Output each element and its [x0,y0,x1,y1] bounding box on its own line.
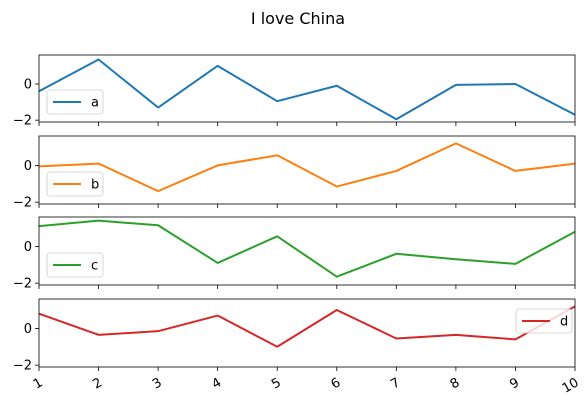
y-tick-label: −2 [13,277,32,292]
series-line-c [39,219,575,278]
x-tick-label: 10 [560,375,582,396]
legend-label-b: b [91,178,99,193]
legend-c: c [46,252,104,278]
y-tick-label: 0 [24,77,32,92]
series-line-d [39,305,575,348]
legend-b: b [46,171,104,197]
subplot-d: 0 −2 d [13,298,576,374]
y-tick-label: 0 [24,240,32,255]
axes-frame [38,135,576,205]
legend-a: a [46,89,104,115]
y-tick-label: −2 [13,359,32,374]
legend-d: d [515,308,573,334]
axes-frame [38,216,576,286]
subplot-c: 0 −2 c [13,216,576,292]
axes-frame [38,54,576,123]
chart-title: I love China [251,9,345,28]
y-tick-label: −2 [13,114,32,129]
axes-frame [38,298,576,368]
subplot-a: 0 −2 a [13,54,576,129]
y-tick-label: 0 [24,322,32,337]
subplot-b: 0 −2 b [13,135,576,211]
legend-label-a: a [91,96,99,111]
series-line-b [39,142,575,193]
legend-label-d: d [560,315,568,330]
y-tick-label: 0 [24,159,32,174]
legend-label-c: c [91,259,98,274]
y-tick-label: −2 [13,196,32,211]
series-line-a [39,58,575,121]
